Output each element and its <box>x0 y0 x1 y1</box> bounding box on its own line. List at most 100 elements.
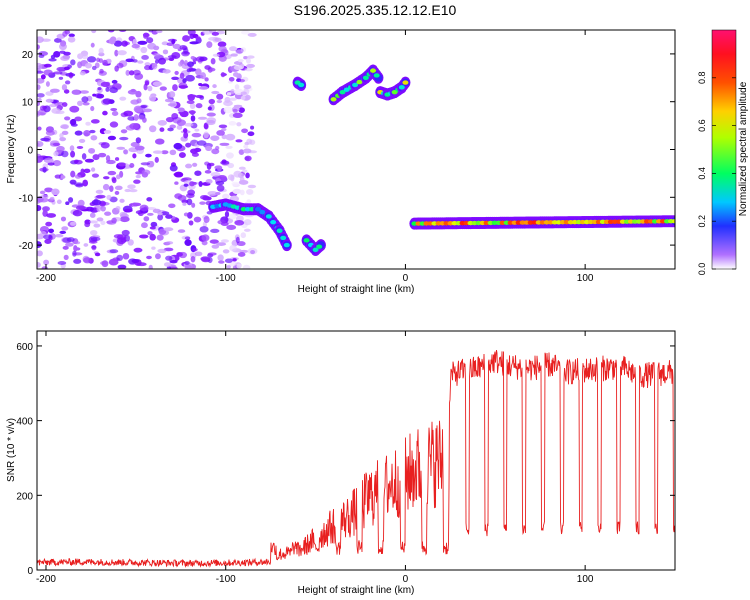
noise-blob <box>187 189 196 196</box>
noise-blob <box>108 37 116 45</box>
noise-blob <box>123 208 133 213</box>
noise-blob <box>233 104 243 108</box>
noise-blob <box>124 188 131 193</box>
noise-blob <box>136 262 147 267</box>
noise-blob <box>152 81 163 87</box>
noise-blob <box>210 58 216 65</box>
noise-blob <box>68 33 75 38</box>
noise-blob <box>235 236 240 244</box>
noise-blob <box>111 79 118 84</box>
noise-blob <box>146 37 154 44</box>
noise-blob <box>194 128 200 132</box>
noise-blob <box>37 101 41 106</box>
noise-blob <box>103 129 112 134</box>
noise-blob <box>90 135 98 141</box>
noise-blob <box>159 86 167 91</box>
noise-blob <box>232 72 239 78</box>
noise-blob <box>247 131 255 137</box>
noise-blob <box>119 96 127 101</box>
noise-blob <box>205 145 213 152</box>
noise-blob <box>179 72 185 79</box>
chirp-low-segment-core <box>255 207 262 212</box>
noise-blob <box>221 159 227 164</box>
top-ylabel: Frequency (Hz) <box>6 115 17 184</box>
noise-blob <box>46 213 57 218</box>
y-tick-label: -10 <box>19 193 34 204</box>
noise-blob <box>217 41 227 48</box>
noise-blob <box>56 199 62 205</box>
noise-blob <box>216 129 225 136</box>
noise-blob <box>60 55 70 61</box>
noise-blob <box>135 171 144 175</box>
noise-blob <box>225 133 236 141</box>
noise-blob <box>114 190 120 195</box>
burst-high-3-core <box>402 80 409 85</box>
noise-blob <box>148 30 154 33</box>
noise-blob <box>188 220 194 226</box>
noise-blob <box>86 56 97 63</box>
noise-blob <box>121 229 130 236</box>
noise-blob <box>179 110 189 118</box>
noise-blob <box>42 207 49 212</box>
noise-blob <box>37 93 45 98</box>
noise-blob <box>82 102 90 106</box>
noise-blob <box>202 195 209 201</box>
noise-blob <box>119 136 129 141</box>
noise-blob <box>78 138 86 143</box>
snr-series-line <box>37 350 675 568</box>
noise-blob <box>192 247 198 252</box>
noise-blob <box>61 130 69 135</box>
noise-blob <box>140 104 148 109</box>
noise-blob <box>99 68 104 74</box>
noise-blob <box>82 179 89 187</box>
noise-blob <box>84 62 92 69</box>
noise-blob <box>198 86 209 90</box>
noise-blob <box>144 65 152 71</box>
chirp-high-segment-core <box>343 87 350 92</box>
y-tick-label: 0 <box>27 566 33 577</box>
noise-blob <box>189 102 196 109</box>
noise-blob <box>128 70 135 76</box>
noise-blob <box>73 245 78 252</box>
noise-blob <box>240 30 250 35</box>
noise-blob <box>234 220 245 226</box>
noise-blob <box>198 181 203 187</box>
noise-blob <box>238 107 245 114</box>
noise-blob <box>195 94 204 99</box>
noise-blob <box>70 150 76 158</box>
noise-blob <box>125 58 134 63</box>
noise-blob <box>139 204 149 212</box>
noise-blob <box>59 133 64 139</box>
noise-blob <box>117 50 127 56</box>
noise-blob <box>40 74 46 80</box>
noise-blob <box>64 116 71 121</box>
noise-blob <box>238 166 246 170</box>
noise-blob <box>90 229 98 236</box>
y-tick-label: 10 <box>22 98 34 109</box>
noise-blob <box>74 241 81 245</box>
noise-blob <box>224 211 230 218</box>
noise-blob <box>119 211 128 217</box>
noise-blob <box>102 183 110 191</box>
noise-blob <box>214 37 222 42</box>
noise-blob <box>133 179 141 184</box>
noise-blob <box>246 189 254 195</box>
noise-blob <box>163 227 174 232</box>
noise-blob <box>52 142 61 147</box>
chirp-high-segment-core <box>373 73 380 78</box>
noise-blob <box>183 183 189 187</box>
noise-blob <box>140 46 148 54</box>
noise-blob <box>74 116 83 122</box>
chirp-high-segment-core <box>362 75 369 81</box>
noise-blob <box>107 170 117 176</box>
noise-blob <box>157 211 163 216</box>
chirp-high-segment-core <box>330 97 337 102</box>
noise-blob <box>233 170 242 178</box>
noise-blob <box>169 124 176 129</box>
noise-blob <box>155 138 165 145</box>
noise-blob <box>243 219 252 226</box>
noise-blob <box>242 169 248 173</box>
x-tick-label: -200 <box>36 574 56 585</box>
noise-blob <box>105 87 110 92</box>
